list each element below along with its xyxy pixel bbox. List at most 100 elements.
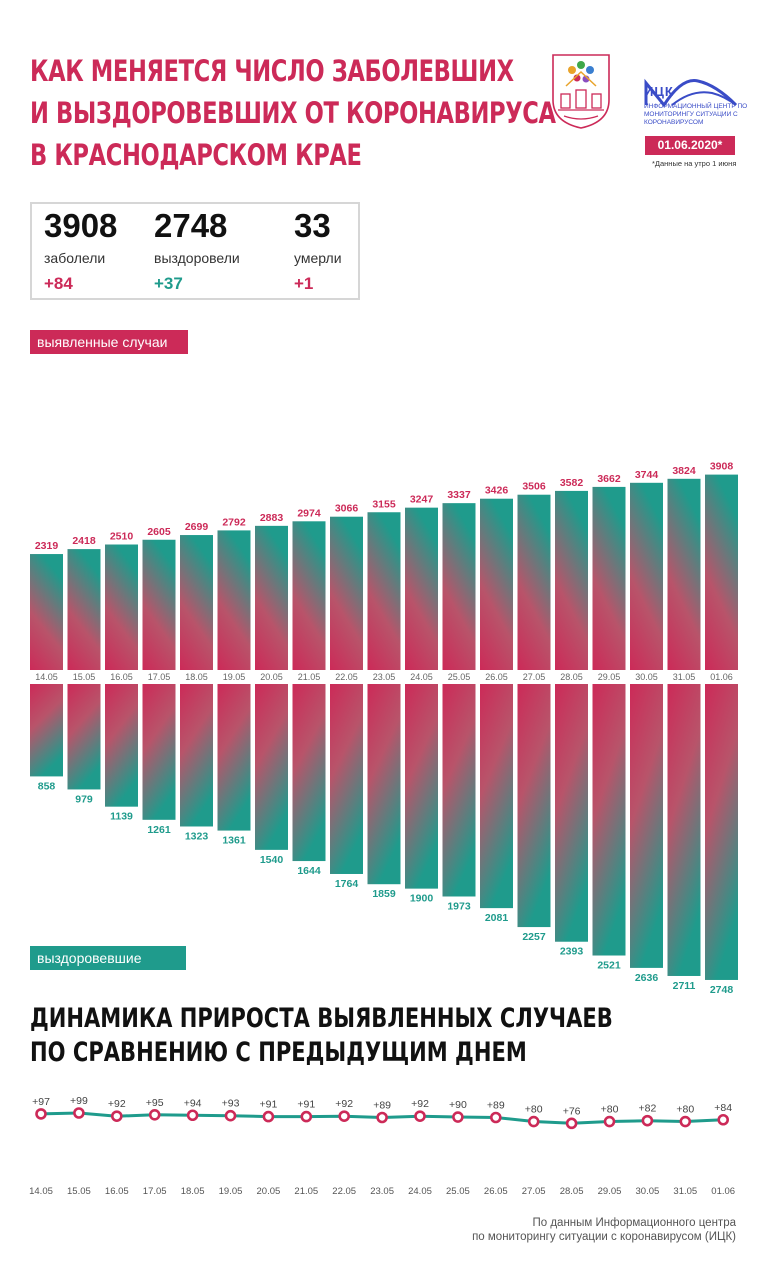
case-value-label: 3155 (372, 498, 396, 510)
footer-line-2: по мониторингу ситуации с коронавирусом … (472, 1231, 736, 1243)
date-tick-label: 29.05 (598, 672, 621, 682)
growth-point (186, 1109, 199, 1122)
growth-value-label: +92 (411, 1098, 429, 1110)
growth-date-tick-label: 15.05 (67, 1186, 91, 1197)
recovered-value-label: 979 (75, 793, 93, 805)
cases-legend-label: выявленные случаи (30, 330, 188, 354)
growth-date-tick-label: 19.05 (219, 1186, 243, 1197)
date-tick-label: 22.05 (335, 672, 358, 682)
growth-point (641, 1114, 654, 1127)
recovered-bar (330, 684, 363, 874)
growth-point (565, 1117, 578, 1130)
growth-series-line (40, 1111, 724, 1125)
growth-date-tick-label: 26.05 (484, 1186, 508, 1197)
recovered-bar (142, 684, 176, 820)
case-value-label: 2699 (185, 521, 209, 533)
date-tick-label: 24.05 (410, 672, 433, 682)
page-title: КАК МЕНЯЕТСЯ ЧИСЛО ЗАБОЛЕВШИХ И ВЫЗДОРОВ… (30, 50, 556, 176)
case-value-label: 3582 (560, 477, 584, 489)
subtitle-line-1: ДИНАМИКА ПРИРОСТА ВЫЯВЛЕННЫХ СЛУЧАЕВ (30, 1003, 613, 1034)
stat-cases-value: 3908 (44, 207, 118, 244)
stat-cases-label: заболели (44, 250, 106, 266)
recovered-value-label: 1764 (335, 878, 359, 890)
recovered-bar (255, 684, 288, 850)
recovered-bar (630, 684, 663, 968)
recovered-value-label: 2257 (522, 931, 546, 943)
growth-point (717, 1113, 730, 1126)
growth-value-label: +99 (70, 1095, 88, 1107)
recovered-value-label: 2748 (710, 984, 734, 996)
growth-date-tick-label: 27.05 (522, 1186, 546, 1197)
case-value-label: 2418 (72, 535, 96, 547)
case-bar (592, 486, 626, 670)
recovered-value-label: 1361 (222, 835, 246, 847)
growth-value-label: +82 (638, 1103, 656, 1115)
growth-point (262, 1110, 275, 1123)
recovered-bar (405, 684, 438, 889)
growth-date-tick-label: 23.05 (370, 1186, 394, 1197)
case-bar (367, 512, 401, 670)
title-line-3: В КРАСНОДАРСКОМ КРАЕ (30, 138, 362, 172)
growth-value-label: +92 (108, 1098, 126, 1110)
growth-value-label: +76 (563, 1105, 581, 1117)
growth-value-label: +93 (222, 1098, 240, 1110)
growth-point (111, 1110, 123, 1122)
case-bar (667, 478, 701, 670)
case-bar (330, 516, 363, 670)
summary-stats: 3908 заболели +84 2748 выздоровели +37 3… (30, 202, 360, 300)
growth-chart-title: ДИНАМИКА ПРИРОСТА ВЫЯВЛЕННЫХ СЛУЧАЕВ ПО … (30, 1002, 613, 1070)
date-badge: 01.06.2020* (645, 136, 735, 155)
recovered-value-label: 1900 (410, 893, 434, 905)
date-tick-label: 15.05 (73, 672, 96, 682)
growth-date-tick-label: 18.05 (181, 1186, 205, 1197)
growth-value-label: +80 (525, 1104, 543, 1116)
growth-date-tick-label: 20.05 (257, 1186, 281, 1197)
growth-date-tick-label: 25.05 (446, 1186, 470, 1197)
recovered-bar (517, 684, 551, 928)
growth-point (679, 1115, 692, 1128)
case-bar (442, 503, 476, 670)
footer-line-1: По данным Информационного центра (532, 1217, 736, 1229)
date-tick-label: 14.05 (35, 672, 58, 682)
date-tick-label: 28.05 (560, 672, 583, 682)
date-tick-label: 17.05 (148, 672, 171, 682)
growth-value-label: +84 (714, 1102, 732, 1114)
recovered-bar (105, 684, 138, 807)
case-value-label: 3662 (597, 473, 621, 485)
growth-value-label: +90 (449, 1099, 467, 1111)
growth-point (414, 1110, 426, 1122)
case-bar (630, 482, 663, 670)
case-bar (517, 494, 551, 670)
case-value-label: 3824 (672, 465, 696, 477)
title-line-2: И ВЫЗДОРОВЕВШИХ ОТ КОРОНАВИРУСА (30, 96, 556, 130)
recovered-value-label: 2393 (560, 946, 584, 958)
recovered-value-label: 1323 (185, 830, 209, 842)
growth-point (452, 1111, 464, 1123)
date-tick-label: 30.05 (635, 672, 658, 682)
growth-date-tick-label: 14.05 (29, 1186, 53, 1197)
growth-value-label: +89 (373, 1100, 391, 1112)
cases-recovered-bar-chart: 2319 14.05 858 2418 15.05 979 2510 16.05 1139 260… (30, 461, 738, 996)
recovered-bar (217, 684, 251, 831)
growth-point (148, 1109, 161, 1121)
case-bar (292, 521, 326, 670)
date-note: *Данные на утро 1 июня (652, 159, 737, 168)
case-bar (142, 539, 176, 670)
date-tick-label: 31.05 (673, 672, 696, 682)
date-tick-label: 21.05 (298, 672, 321, 682)
stat-deaths-value: 33 (294, 207, 331, 244)
recovered-value-label: 1973 (447, 900, 471, 912)
case-bar (255, 525, 288, 670)
ick-logo-icon (644, 78, 738, 108)
growth-value-label: +80 (676, 1104, 694, 1116)
case-value-label: 3506 (522, 481, 546, 493)
krasnodar-crest-icon (552, 54, 610, 129)
date-tick-label: 27.05 (523, 672, 546, 682)
date-tick-label: 01.06 (710, 672, 733, 682)
case-bar (555, 490, 588, 670)
recovered-value-label: 2711 (673, 980, 696, 992)
date-tick-label: 19.05 (223, 672, 246, 682)
recovered-bar (180, 684, 213, 827)
growth-point (73, 1107, 85, 1119)
recovered-value-label: 1139 (110, 811, 133, 823)
